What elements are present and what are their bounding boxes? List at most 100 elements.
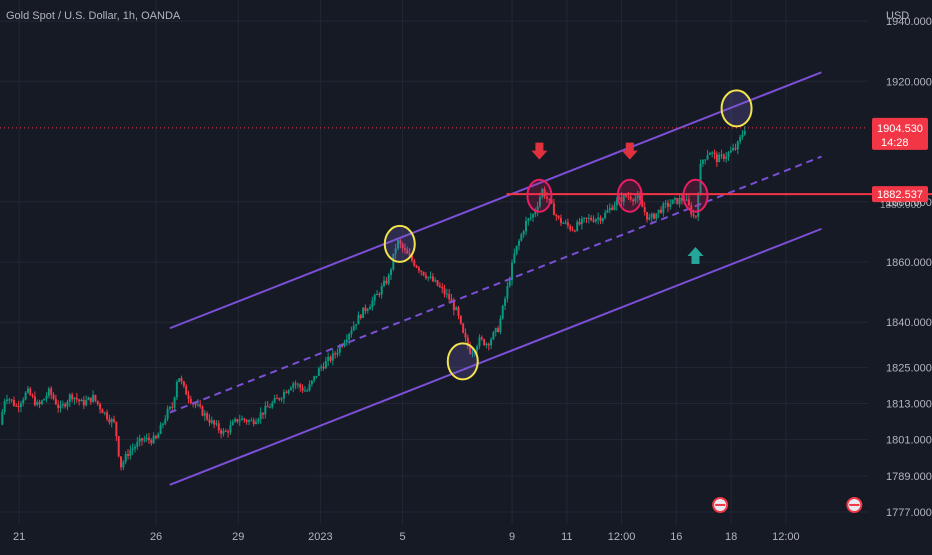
- candle-body: [313, 376, 316, 381]
- date-axis-tick: 5: [399, 531, 405, 543]
- candle-body: [15, 405, 18, 407]
- candle-body: [201, 406, 204, 416]
- candle-body: [387, 274, 390, 284]
- candle-body: [324, 361, 327, 369]
- candle-body: [622, 195, 625, 202]
- candle-body: [471, 353, 474, 355]
- candle-body: [266, 405, 269, 408]
- candle-body: [580, 218, 583, 225]
- candle-body: [629, 196, 632, 200]
- candle-body: [57, 404, 60, 408]
- candle-body: [236, 419, 239, 422]
- candle-body: [573, 230, 576, 232]
- date-axis-tick: 9: [509, 531, 515, 543]
- candle-body: [154, 435, 157, 439]
- yellow-circle-marker: [383, 224, 416, 263]
- candle-body: [140, 438, 143, 441]
- candle-body: [434, 280, 437, 282]
- yellow-circle-marker: [720, 89, 753, 128]
- candle-body: [59, 405, 62, 408]
- candle-body: [592, 220, 595, 222]
- candle-body: [189, 398, 192, 404]
- candle-body: [336, 352, 339, 355]
- green-up-arrow-icon: [687, 246, 704, 264]
- candle-body: [308, 384, 311, 391]
- flag-stripe: [715, 503, 726, 506]
- candle-body: [285, 392, 288, 394]
- candle-body: [338, 345, 341, 353]
- candle-body: [257, 419, 260, 422]
- candle-body: [701, 160, 704, 164]
- candle-body: [406, 249, 409, 254]
- candle-body: [80, 399, 83, 402]
- candle-body: [224, 430, 227, 432]
- candle-body: [348, 334, 351, 340]
- candle-body: [641, 200, 644, 208]
- candle-body: [585, 217, 588, 219]
- candle-body: [694, 215, 697, 217]
- candle-body: [259, 412, 262, 420]
- candle-body: [117, 436, 120, 457]
- candle-body: [292, 383, 295, 388]
- candle-body: [129, 450, 132, 456]
- candle-body: [483, 339, 486, 346]
- candle-body: [499, 318, 502, 333]
- candle-body: [417, 267, 420, 271]
- candle-body: [732, 147, 735, 151]
- candle-body: [571, 229, 574, 231]
- candle-body: [210, 420, 213, 423]
- candle-body: [289, 387, 292, 391]
- candle-body: [133, 446, 136, 449]
- candle-body: [438, 285, 441, 287]
- candle-body: [264, 405, 267, 415]
- candle-body: [196, 404, 199, 406]
- candle-body: [255, 421, 258, 424]
- candle-body: [43, 398, 46, 401]
- candle-body: [646, 211, 649, 220]
- candle-body: [33, 396, 36, 406]
- candle-body: [101, 409, 104, 414]
- candle-body: [185, 385, 188, 395]
- candle-body: [566, 222, 569, 226]
- candle-body: [583, 217, 586, 219]
- candle-body: [178, 378, 181, 383]
- candle-body: [555, 215, 558, 217]
- candle-body: [671, 199, 674, 205]
- candle-body: [552, 203, 555, 216]
- candle-body: [203, 413, 206, 416]
- candle-body: [536, 206, 539, 212]
- red-circle-marker: [616, 178, 643, 213]
- candle-body: [248, 420, 251, 422]
- candle-body: [234, 419, 237, 422]
- candle-body: [22, 399, 25, 404]
- candle-body: [194, 403, 197, 405]
- candle-body: [19, 403, 22, 408]
- candle-body: [597, 217, 600, 220]
- candle-body: [620, 197, 623, 202]
- candle-body: [666, 202, 669, 207]
- candle-body: [66, 401, 69, 407]
- candle-body: [504, 298, 507, 306]
- candle-body: [511, 262, 514, 281]
- candle-body: [522, 231, 525, 235]
- candle-body: [729, 150, 732, 153]
- candle-body: [50, 388, 53, 395]
- candle-body: [664, 202, 667, 204]
- candle-body: [122, 461, 125, 468]
- candle-body: [587, 217, 590, 219]
- candle-body: [455, 307, 458, 311]
- candle-body: [436, 280, 439, 286]
- candle-body: [713, 152, 716, 155]
- candle-body: [429, 276, 432, 278]
- candle-body: [450, 299, 453, 302]
- candle-body: [262, 412, 265, 415]
- candle-body: [485, 343, 488, 346]
- candle-body: [462, 323, 465, 333]
- obscured-tick-label: 1880.000: [880, 200, 922, 211]
- candle-body: [208, 419, 211, 423]
- candle-body: [229, 425, 232, 433]
- candle-body: [252, 420, 255, 424]
- candle-body: [343, 342, 346, 347]
